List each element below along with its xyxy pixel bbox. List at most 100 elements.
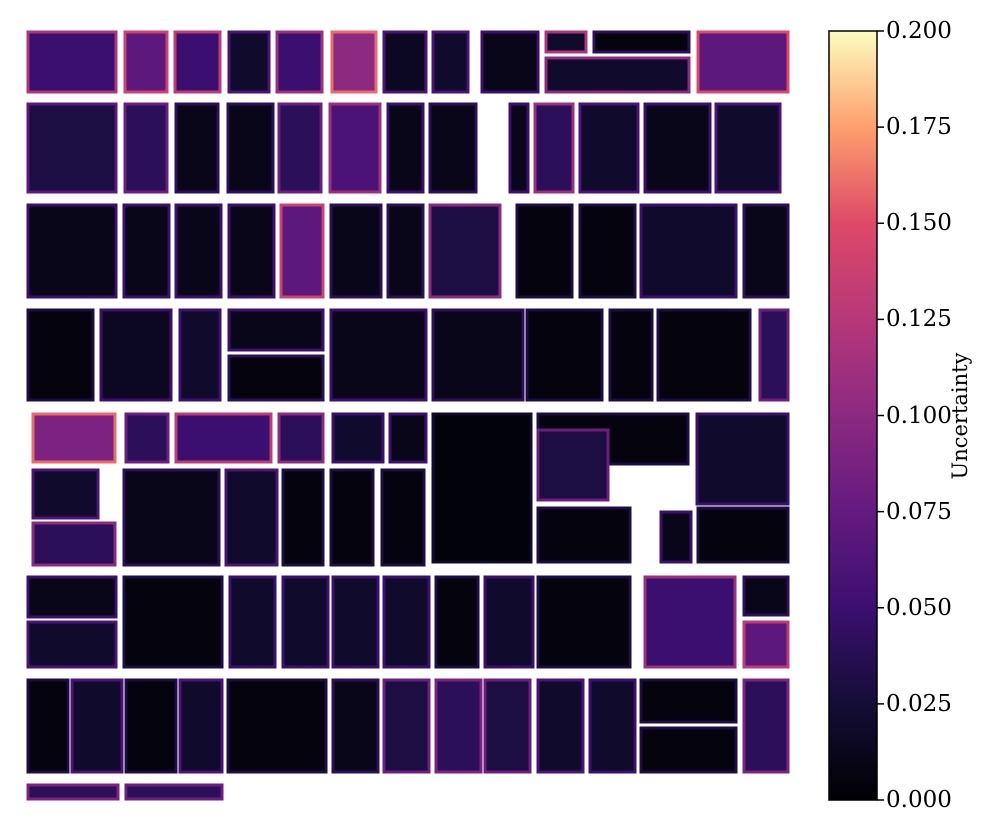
colorbar (828, 30, 878, 801)
parcel-block-57 (695, 412, 790, 506)
parcel-block-16 (226, 102, 275, 194)
parcel-block-9 (544, 30, 588, 54)
parcel-block-53 (331, 412, 385, 464)
parcel-block-59 (31, 521, 117, 567)
parcel-block-61 (224, 468, 279, 567)
parcel-block-90 (483, 678, 532, 774)
parcel-block-89 (434, 678, 483, 774)
parcel-block-70 (26, 620, 118, 669)
parcel-block-30 (279, 203, 325, 299)
parcel-block-47 (656, 308, 752, 402)
parcel-block-39 (99, 308, 173, 402)
parcel-block-78 (536, 575, 632, 669)
parcel-block-24 (643, 102, 712, 194)
parcel-block-77 (483, 575, 535, 669)
parcel-block-84 (124, 678, 178, 774)
parcel-block-27 (122, 203, 171, 299)
parcel-block-14 (123, 102, 169, 194)
parcel-block-25 (714, 102, 782, 194)
colorbar-ticks (877, 30, 884, 801)
parcel-block-79 (643, 575, 737, 669)
parcel-block-44 (431, 308, 525, 402)
parcel-block-62 (281, 468, 325, 567)
parcel-blocks (26, 30, 790, 801)
parcel-block-26 (26, 203, 118, 299)
parcel-block-68 (696, 506, 790, 564)
parcel-block-69 (26, 575, 118, 619)
colorbar-tick-label-7: 0.175 (886, 114, 952, 141)
parcel-block-81 (742, 620, 790, 669)
parcel-block-2 (173, 30, 222, 94)
parcel-block-48 (758, 308, 790, 402)
parcel-block-13 (26, 102, 118, 194)
parcel-block-19 (386, 102, 425, 194)
parcel-block-63 (329, 468, 375, 567)
parcel-block-40 (178, 308, 222, 402)
parcel-block-94 (639, 726, 738, 774)
parcel-block-64 (380, 468, 426, 567)
parcel-block-51 (174, 412, 273, 464)
parcel-block-46 (608, 308, 654, 402)
parcel-block-88 (382, 678, 431, 774)
parcel-block-85 (178, 678, 224, 774)
parcel-block-71 (122, 575, 224, 669)
parcel-block-86 (226, 678, 328, 774)
parcel-block-35 (578, 203, 637, 299)
parcel-block-17 (277, 102, 323, 194)
parcel-block-10 (592, 30, 691, 54)
parcel-block-8 (480, 30, 540, 94)
parcel-block-42 (227, 354, 325, 402)
parcel-block-29 (227, 203, 276, 299)
parcel-block-20 (428, 102, 478, 194)
parcel-block-97 (124, 783, 224, 801)
parcel-block-18 (328, 102, 382, 194)
parcel-block-52 (277, 412, 325, 464)
parcel-block-54 (388, 412, 428, 464)
parcel-block-41 (227, 308, 325, 352)
parcel-block-6 (382, 30, 428, 94)
parcel-block-67 (659, 510, 693, 564)
colorbar-tick-label-3: 0.075 (886, 498, 952, 525)
parcel-block-87 (331, 678, 380, 774)
parcel-block-38 (26, 308, 95, 402)
parcel-block-22 (533, 102, 575, 194)
parcel-block-96 (26, 783, 120, 801)
colorbar-tick-label-6: 0.150 (886, 210, 952, 237)
parcel-block-50 (124, 412, 170, 464)
parcel-block-28 (174, 203, 223, 299)
parcel-block-95 (742, 678, 790, 774)
parcel-block-73 (281, 575, 330, 669)
colorbar-tick-label-0: 0.000 (886, 787, 952, 813)
colorbar-tick-label-4: 0.100 (886, 402, 952, 429)
colorbar-label: Uncertainty (948, 352, 972, 480)
parcel-block-83 (70, 678, 124, 774)
parcel-block-93 (639, 678, 738, 724)
parcel-block-37 (742, 203, 790, 299)
parcel-block-7 (431, 30, 470, 94)
parcel-block-31 (329, 203, 383, 299)
parcel-block-82 (26, 678, 70, 774)
parcel-block-0 (26, 30, 118, 94)
parcel-block-12 (696, 30, 790, 94)
parcel-block-58 (31, 468, 100, 520)
parcel-block-33 (428, 203, 502, 299)
parcel-block-43 (329, 308, 428, 402)
colorbar-tick-label-2: 0.050 (886, 594, 952, 621)
parcel-block-92 (588, 678, 637, 774)
parcel-block-45 (525, 308, 604, 402)
parcel-block-36 (639, 203, 738, 299)
parcel-block-4 (275, 30, 324, 94)
parcel-block-34 (515, 203, 574, 299)
colorbar-tick-label-1: 0.025 (886, 690, 952, 717)
parcel-block-55 (431, 412, 533, 564)
parcel-block-21 (508, 102, 530, 194)
parcel-block-23 (578, 102, 640, 194)
parcel-block-11 (544, 56, 691, 94)
parcel-block-74 (331, 575, 380, 669)
parcel-block-3 (227, 30, 271, 94)
colorbar-tick-label-5: 0.125 (886, 306, 952, 333)
colorbar-tick-label-8: 0.200 (886, 18, 952, 44)
parcel-block-1 (123, 30, 169, 94)
parcel-block-91 (536, 678, 585, 774)
